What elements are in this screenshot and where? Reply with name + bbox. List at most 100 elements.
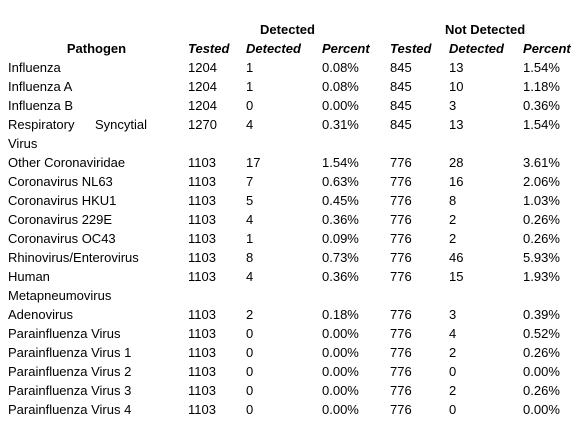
table-cell: 776 [390,307,412,322]
table-cell: 1103 [188,307,216,322]
table-row: Parainfluenza Virus 2 1103 0 0.00% 776 0 0.00% [5,362,580,381]
column-header: Tested [390,41,432,56]
table-cell: 5 [246,193,254,208]
table-cell: 1.54% [523,60,560,75]
table-cell: 0.36% [322,269,359,284]
table-cell: 776 [390,250,412,265]
column-header-row: Pathogen Tested Detected Percent Tested Detec… [5,39,580,58]
table-cell: 1103 [188,155,216,170]
table-cell: 0.26% [523,231,560,246]
table-cell: 1.54% [322,155,359,170]
table-cell: 1204 [188,98,217,113]
pathogen-name: Adenovirus [8,307,74,322]
table-cell: 4 [246,117,254,132]
table-cell: 0.39% [523,307,560,322]
table-cell: 1103 [188,345,216,360]
table-row: Coronavirus HKU1 1103 5 0.45% 776 8 1.03% [5,191,580,210]
pathogen-name: Coronavirus OC43 [8,231,116,246]
table-cell: 776 [390,269,412,284]
table-cell: 0.26% [523,345,560,360]
table-row: Adenovirus 1103 2 0.18% 776 3 0.39% [5,305,580,324]
table-cell: 776 [390,383,412,398]
table-cell: 0.00% [322,364,359,379]
table-cell: 0 [246,383,254,398]
table-cell: 15 [449,269,464,284]
table-cell: 0 [246,98,254,113]
pathogen-name: Coronavirus HKU1 [8,193,117,208]
table-cell: 2.06% [523,174,560,189]
table-cell: 0 [449,364,457,379]
table-row: Other Coronaviridae 1103 17 1.54% 776 28 3.61% [5,153,580,172]
table-row: Coronavirus NL63 1103 7 0.63% 776 16 2.06% [5,172,580,191]
pathogen-name: Human Metapneumovirus [8,269,112,303]
table-cell: 3.61% [523,155,560,170]
table-cell: 0.00% [322,402,359,417]
pathogen-name: Other Coronaviridae [8,155,126,170]
table-cell: 0 [246,326,254,341]
table-cell: 1103 [188,174,216,189]
table-cell: 16 [449,174,464,189]
table-cell: 776 [390,364,412,379]
table-row: Human Metapneumovirus 1103 4 0.36% 776 15 1.93… [5,267,580,305]
table-cell: 1103 [188,364,216,379]
table-cell: 1103 [188,383,216,398]
table-cell: 776 [390,212,412,227]
pathogen-name: Influenza B [8,98,74,113]
table-cell: 1.18% [523,79,560,94]
table-cell: 1103 [188,250,216,265]
pathogen-name: Parainfluenza Virus 2 [8,364,132,379]
table-cell: 0 [246,345,254,360]
group-header: Detected [260,22,315,37]
table-cell: 46 [449,250,464,265]
table-row: Parainfluenza Virus 1 1103 0 0.00% 776 2 0.26% [5,343,580,362]
pathogen-name: Respiratory Syncytial Virus [8,117,147,151]
table-row: Influenza A 1204 1 0.08% 845 10 1.18% [5,77,580,96]
table-body: Influenza 1204 1 0.08% 845 13 1.54% Influenza A… [5,58,580,419]
table-cell: 776 [390,155,412,170]
table-cell: 776 [390,193,412,208]
table-cell: 0.00% [322,383,359,398]
table-cell: 776 [390,402,412,417]
table-cell: 3 [449,307,457,322]
table-cell: 1.54% [523,117,560,132]
table-cell: 2 [449,231,457,246]
column-header: Detected [449,41,504,56]
table-row: Parainfluenza Virus 3 1103 0 0.00% 776 2 0.26% [5,381,580,400]
pathogen-name: Influenza A [8,79,73,94]
empty-cell [5,20,185,39]
pathogen-table: Detected Not Detected Pathogen Tested Detect… [5,20,580,419]
table-cell: 10 [449,79,464,94]
table-cell: 0.00% [523,364,560,379]
table-cell: 1 [246,79,254,94]
column-header: Tested [188,41,230,56]
table-cell: 1270 [188,117,217,132]
table-cell: 0.09% [322,231,359,246]
table-cell: 0.45% [322,193,359,208]
table-header: Detected Not Detected Pathogen Tested Detect… [5,20,580,58]
table-cell: 13 [449,60,464,75]
table-cell: 2 [246,307,254,322]
table-cell: 1103 [188,193,216,208]
table-cell: 0.36% [523,98,560,113]
table-cell: 0.00% [523,402,560,417]
table-cell: 776 [390,326,412,341]
table-cell: 5.93% [523,250,560,265]
pathogen-name: Parainfluenza Virus [8,326,121,341]
table-cell: 0 [449,402,457,417]
table-cell: 0.52% [523,326,560,341]
group-header: Not Detected [444,22,526,37]
table-cell: 0.00% [322,326,359,341]
pathogen-name: Rhinovirus/Enterovirus [8,250,139,265]
table-cell: 776 [390,231,412,246]
table-cell: 2 [449,383,457,398]
table-cell: 845 [390,98,412,113]
table-cell: 0 [246,364,254,379]
table-cell: 4 [246,269,254,284]
pathogen-name: Parainfluenza Virus 3 [8,383,132,398]
table-cell: 1103 [188,231,216,246]
table-row: Parainfluenza Virus 4 1103 0 0.00% 776 0 0.00% [5,400,580,419]
table-row: Respiratory Syncytial Virus 1270 4 0.31% 845… [5,115,580,153]
table-cell: 0.00% [322,98,359,113]
table-row: Coronavirus OC43 1103 1 0.09% 776 2 0.26% [5,229,580,248]
